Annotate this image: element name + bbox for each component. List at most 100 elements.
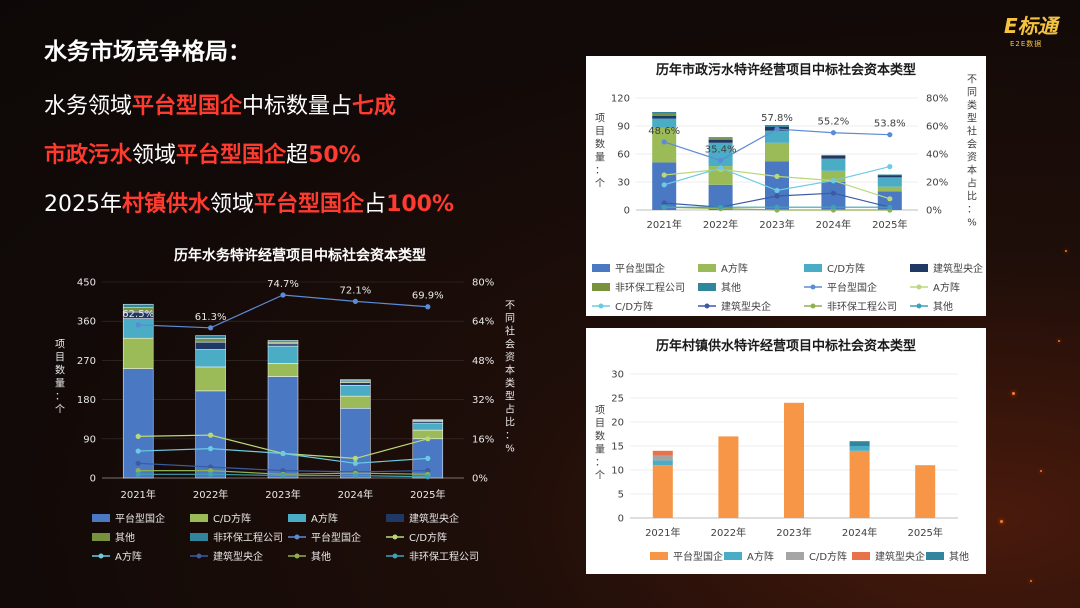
bar-segment <box>821 170 846 182</box>
legend-label: A方阵 <box>747 550 774 563</box>
legend-label: 非环保工程公司 <box>615 281 685 294</box>
line-point <box>135 322 141 328</box>
bar-segment <box>652 115 677 119</box>
y2-tick-label: 32% <box>472 395 494 406</box>
y2-tick-label: 16% <box>472 434 494 445</box>
x-tick-label: 2023年 <box>265 488 300 501</box>
legend-swatch <box>288 514 306 522</box>
line-point <box>208 471 214 477</box>
y2-axis-label-char: 比 <box>505 417 515 429</box>
bar-segment <box>718 436 739 518</box>
line-point <box>352 298 358 304</box>
line-point <box>208 468 214 474</box>
legend-swatch <box>592 283 610 291</box>
line-point <box>352 455 358 461</box>
legend-swatch <box>650 552 668 560</box>
y2-axis-label-char: 社 <box>505 325 515 338</box>
sewage-chart: 历年市政污水特许经营项目中标社会资本类型 0 30 60 90 120 0% 20% 40% 60… <box>586 56 986 316</box>
bar-segment <box>765 161 789 210</box>
bar-segment <box>267 341 299 345</box>
y-tick-label: 30 <box>617 178 630 189</box>
data-label: 61.3% <box>195 312 227 323</box>
bar-segment <box>765 142 789 162</box>
y2-axis-label-char: 占 <box>505 403 515 416</box>
line-point <box>718 204 724 210</box>
y-tick-label: 30 <box>611 370 624 381</box>
bar-segment <box>340 408 371 479</box>
y2-axis-label-char: 本 <box>967 164 977 177</box>
y2-axis-label-char: ： <box>967 205 977 216</box>
line-point <box>135 468 141 474</box>
bar-segment <box>122 303 154 308</box>
y2-tick-label: 20% <box>926 178 948 189</box>
line2-highlight-a: 市政污水 <box>44 143 133 168</box>
y-tick-label: 0 <box>90 474 96 485</box>
y2-tick-label: 0% <box>472 474 488 485</box>
y2-tick-label: 0% <box>926 206 942 217</box>
line-point <box>135 460 141 466</box>
y-axis-label: 项目数量 ：个 <box>595 405 605 482</box>
y-tick-label: 90 <box>617 122 630 133</box>
y-axis-label-char: 项 <box>55 339 65 351</box>
legend-line-dot <box>916 303 922 309</box>
bar-segment <box>267 345 299 364</box>
legend-line-dot <box>810 303 816 309</box>
bar-segment <box>652 112 677 114</box>
headline-line-1: 水务领域平台型国企中标数量占七成 <box>44 88 454 120</box>
y2-axis-label-char: 同 <box>505 313 515 325</box>
bar-segment <box>412 421 444 424</box>
y-tick-label: 90 <box>83 434 96 445</box>
y2-axis-label-char: 会 <box>505 338 515 351</box>
y2-tick-label: 80% <box>926 94 948 105</box>
legend-label: C/D方阵 <box>809 550 847 563</box>
y2-tick-label: 48% <box>472 356 494 367</box>
spark-4 <box>1000 520 1003 523</box>
bar-segment <box>652 460 673 466</box>
y-tick-label: 10 <box>611 466 624 477</box>
bar-segment <box>821 158 846 171</box>
bar-segment <box>849 446 870 451</box>
bar-segment <box>122 337 154 369</box>
bar-segment <box>877 174 902 176</box>
legend-label: 其他 <box>311 550 331 563</box>
bar-segment <box>267 343 299 347</box>
y2-tick-label: 64% <box>472 317 494 328</box>
bar-segment <box>821 154 846 156</box>
logo-mark: E标通 <box>1004 14 1058 38</box>
chart-title: 历年村镇供水特许经营项目中标社会资本类型 <box>656 338 916 354</box>
y-axis-label-char: 量 <box>55 378 65 390</box>
data-label: 57.8% <box>761 113 793 124</box>
legend-line-dot <box>196 553 202 559</box>
y-axis-label-char: 数 <box>55 364 65 377</box>
y2-tick-label: 40% <box>926 150 948 161</box>
y2-axis-label-char: 本 <box>505 364 515 377</box>
legend-label: 建筑型央企 <box>409 512 459 525</box>
bar-segment <box>195 366 226 392</box>
y-tick-label: 25 <box>611 394 624 405</box>
legend-swatch <box>910 264 928 272</box>
y2-axis-label-char: 会 <box>967 138 977 151</box>
line-point <box>830 190 836 196</box>
x-tick-label: 2025年 <box>410 488 445 501</box>
line-point <box>135 471 141 477</box>
spark-2 <box>1040 470 1042 472</box>
line3-highlight-d: 平台型国企 <box>254 192 365 217</box>
legend-swatch <box>386 514 404 522</box>
legend-swatch <box>190 514 208 522</box>
line1-text-a: 水务领域 <box>44 94 133 119</box>
legend-label: 平台型国企 <box>615 262 665 275</box>
y-tick-label: 0 <box>624 206 630 217</box>
y-tick-label: 270 <box>77 356 96 367</box>
legend-label: A方阵 <box>721 262 748 275</box>
y2-axis-label: 不同类型社会资本占比 ：% <box>967 75 977 229</box>
y-axis-label-char: 目 <box>595 127 605 138</box>
y-axis-label-char: 量 <box>595 152 605 164</box>
y2-axis-label-char: ： <box>505 431 515 442</box>
y2-axis-label-char: 不 <box>967 75 977 86</box>
x-tick-label: 2021年 <box>646 218 681 231</box>
x-tick-label: 2024年 <box>338 488 373 501</box>
line-point <box>280 472 286 479</box>
line-point <box>661 204 667 210</box>
legend-label: 其他 <box>949 550 969 563</box>
y2-axis-label-char: 比 <box>967 191 977 203</box>
